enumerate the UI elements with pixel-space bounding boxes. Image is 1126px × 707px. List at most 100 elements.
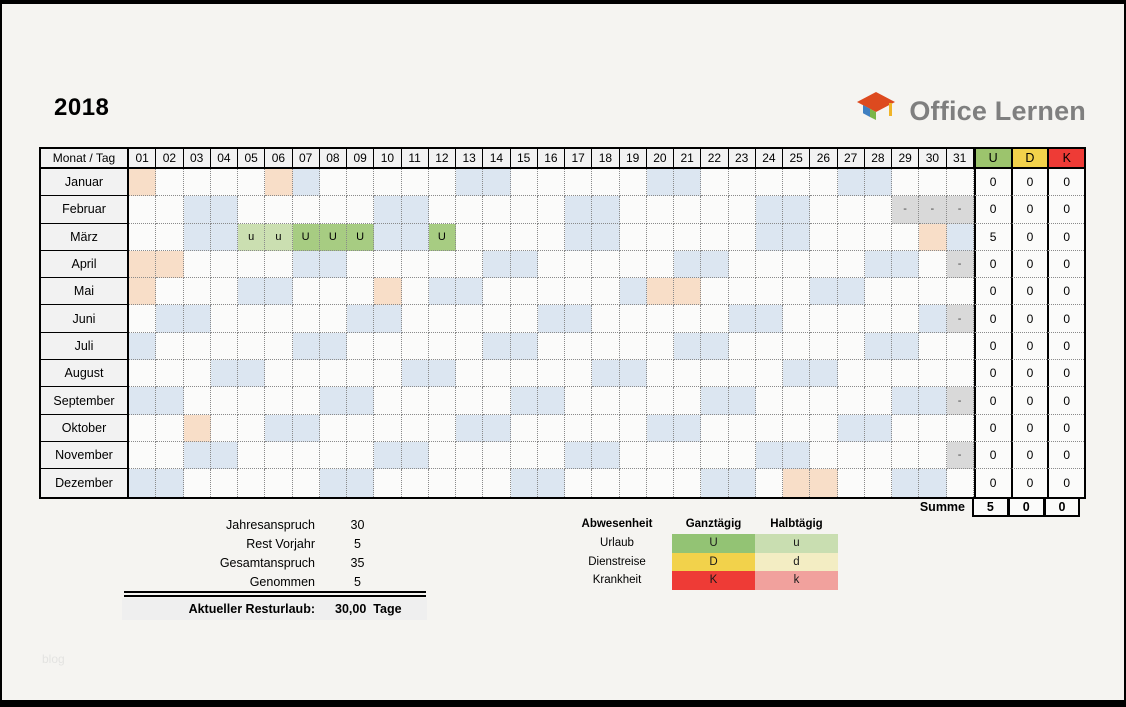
day-cell[interactable]	[129, 223, 157, 251]
day-cell[interactable]	[701, 387, 729, 415]
day-cell[interactable]	[619, 169, 647, 197]
day-cell[interactable]	[319, 414, 347, 442]
day-cell[interactable]	[946, 223, 974, 251]
month-label[interactable]: Juli	[41, 332, 129, 361]
day-cell[interactable]	[619, 305, 647, 333]
day-cell[interactable]	[156, 196, 184, 224]
day-cell[interactable]	[810, 469, 838, 497]
day-cell[interactable]	[238, 278, 266, 306]
day-cell[interactable]	[919, 305, 947, 333]
day-cell[interactable]	[783, 196, 811, 224]
day-cell[interactable]	[483, 360, 511, 388]
day-cell[interactable]	[347, 305, 375, 333]
day-cell[interactable]: -	[946, 305, 974, 333]
day-cell[interactable]	[674, 469, 702, 497]
day-cell[interactable]	[619, 387, 647, 415]
column-header-day[interactable]: 27	[837, 149, 865, 169]
day-cell[interactable]	[892, 414, 920, 442]
day-cell[interactable]	[401, 387, 429, 415]
day-cell[interactable]	[428, 250, 456, 279]
day-cell[interactable]	[292, 414, 320, 442]
day-cell[interactable]	[402, 469, 429, 497]
day-cell[interactable]	[565, 169, 593, 197]
day-cell[interactable]	[919, 469, 947, 497]
column-header-day[interactable]: 14	[483, 149, 511, 169]
day-cell[interactable]	[701, 414, 729, 442]
column-header-day[interactable]: 01	[129, 149, 157, 169]
day-cell[interactable]	[728, 387, 756, 415]
day-cell[interactable]	[646, 196, 674, 224]
day-cell[interactable]	[537, 169, 565, 197]
day-cell[interactable]	[510, 278, 538, 306]
month-label[interactable]: September	[41, 387, 129, 415]
day-cell[interactable]	[810, 360, 838, 388]
day-cell[interactable]	[864, 360, 892, 388]
day-cell[interactable]	[210, 223, 238, 251]
day-cell[interactable]	[646, 305, 674, 333]
month-summary-cell[interactable]: 0	[973, 332, 1011, 361]
month-summary-cell[interactable]: 0	[973, 169, 1011, 197]
day-cell[interactable]	[701, 441, 729, 470]
month-summary-cell[interactable]: 0	[973, 278, 1011, 306]
month-summary-cell[interactable]: 0	[1010, 332, 1048, 361]
day-cell[interactable]	[183, 414, 211, 442]
day-cell[interactable]	[456, 305, 484, 333]
day-cell[interactable]	[919, 360, 947, 388]
day-cell[interactable]	[864, 278, 892, 306]
month-summary-cell[interactable]: 0	[1047, 305, 1085, 333]
month-summary-cell[interactable]: 0	[1047, 387, 1085, 415]
column-header-day[interactable]: 24	[755, 149, 783, 169]
day-cell[interactable]	[755, 169, 783, 197]
day-cell[interactable]	[837, 305, 865, 333]
day-cell[interactable]	[483, 223, 511, 251]
day-cell[interactable]	[156, 278, 184, 306]
day-cell[interactable]	[265, 441, 293, 470]
day-cell[interactable]	[919, 223, 947, 251]
day-cell[interactable]	[510, 360, 538, 388]
day-cell[interactable]	[565, 278, 593, 306]
day-cell[interactable]	[837, 441, 865, 470]
day-cell[interactable]	[674, 196, 702, 224]
column-header-day[interactable]: 26	[810, 149, 838, 169]
day-cell[interactable]	[156, 332, 184, 361]
day-cell[interactable]	[946, 169, 974, 197]
day-cell[interactable]	[783, 223, 811, 251]
day-cell[interactable]: U	[292, 223, 320, 251]
month-summary-cell[interactable]: 0	[973, 441, 1011, 470]
column-header-day[interactable]: 31	[946, 149, 974, 169]
day-cell[interactable]: u	[265, 223, 293, 251]
day-cell[interactable]	[728, 223, 756, 251]
day-cell[interactable]	[210, 360, 238, 388]
day-cell[interactable]	[347, 441, 375, 470]
day-cell[interactable]	[183, 169, 211, 197]
day-cell[interactable]	[265, 169, 293, 197]
day-cell[interactable]	[129, 250, 157, 279]
day-cell[interactable]	[783, 414, 811, 442]
day-cell[interactable]	[701, 196, 729, 224]
day-cell[interactable]	[537, 387, 565, 415]
day-cell[interactable]	[183, 441, 211, 470]
column-header-day[interactable]: 10	[374, 149, 402, 169]
month-label[interactable]: Januar	[41, 169, 129, 197]
column-header-day[interactable]: 15	[510, 149, 538, 169]
day-cell[interactable]	[892, 360, 920, 388]
month-label[interactable]: August	[41, 360, 129, 388]
column-header-d[interactable]: D	[1010, 149, 1048, 169]
column-header-day[interactable]: 07	[292, 149, 320, 169]
day-cell[interactable]	[483, 278, 511, 306]
day-cell[interactable]	[646, 250, 674, 279]
day-cell[interactable]	[837, 250, 865, 279]
day-cell[interactable]	[156, 250, 184, 279]
day-cell[interactable]	[238, 305, 266, 333]
month-summary-cell[interactable]: 0	[973, 305, 1011, 333]
day-cell[interactable]	[510, 196, 538, 224]
day-cell[interactable]	[755, 332, 783, 361]
day-cell[interactable]	[129, 387, 157, 415]
day-cell[interactable]	[428, 441, 456, 470]
month-summary-cell[interactable]: 0	[1010, 360, 1048, 388]
column-header-day[interactable]: 12	[428, 149, 456, 169]
day-cell[interactable]	[728, 441, 756, 470]
day-cell[interactable]	[428, 278, 456, 306]
day-cell[interactable]	[210, 387, 238, 415]
month-summary-cell[interactable]: 0	[1047, 250, 1085, 279]
